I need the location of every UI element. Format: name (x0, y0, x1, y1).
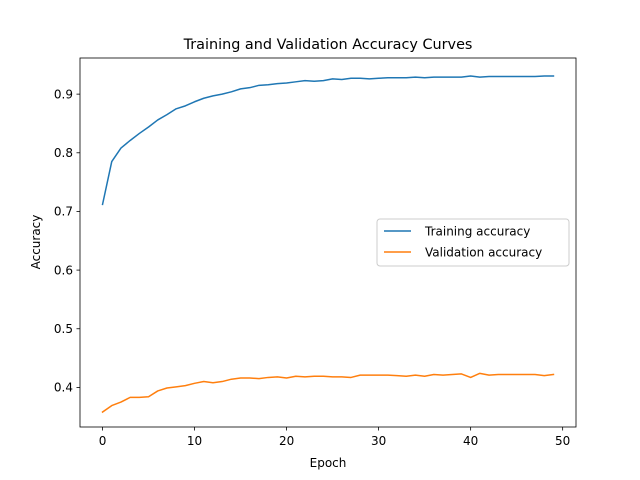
x-tick-label: 30 (371, 434, 386, 448)
x-tick-label: 20 (279, 434, 294, 448)
x-tick-label: 40 (463, 434, 478, 448)
series-layer (101, 75, 555, 414)
y-tick-label: 0.5 (54, 322, 73, 336)
axes-layer: 0 10 20 30 40 50 0.4 0.5 0.6 0.7 0.8 0.9 (54, 57, 577, 448)
chart-title: Training and Validation Accuracy Curves (183, 37, 473, 53)
y-tick-label: 0.8 (54, 146, 73, 160)
legend-box (376, 218, 570, 267)
legend-label-training: Training accuracy (424, 224, 530, 238)
x-tick-label: 0 (99, 434, 107, 448)
series-line-validation (101, 372, 555, 414)
y-tick-label: 0.7 (54, 205, 73, 219)
x-tick-label: 50 (555, 434, 570, 448)
x-axis-label: Epoch (310, 456, 347, 470)
y-tick-label: 0.4 (54, 381, 73, 395)
y-tick-label: 0.6 (54, 263, 73, 277)
x-tick-label: 10 (187, 434, 202, 448)
y-tick-label: 0.9 (54, 87, 73, 101)
plot-area-frame (79, 57, 577, 428)
legend-label-validation: Validation accuracy (425, 245, 542, 259)
legend: Training accuracy Validation accuracy (376, 218, 570, 267)
series-line-training (101, 75, 555, 206)
y-axis-label: Accuracy (29, 215, 43, 270)
